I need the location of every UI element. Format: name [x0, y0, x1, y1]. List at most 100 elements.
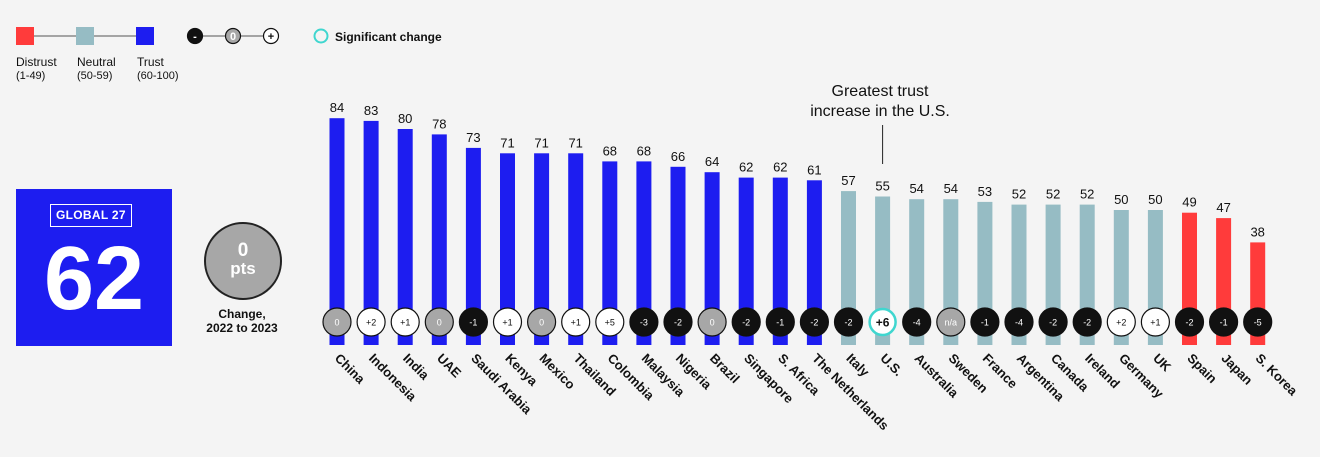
- bar-value-label: 68: [637, 143, 651, 158]
- change-label: -1: [776, 318, 784, 328]
- change-marker: [1106, 307, 1136, 337]
- chart-annotation: Greatest trust increase in the U.S.: [810, 83, 950, 120]
- legend-change-zero-circle: [224, 27, 242, 45]
- change-label: -2: [844, 318, 852, 328]
- category-label: Saudi Arabia: [468, 351, 535, 418]
- bar: [772, 177, 788, 345]
- bar-value-label: 78: [432, 116, 446, 131]
- bar: [704, 172, 720, 345]
- change-marker: [1072, 307, 1102, 337]
- bar: [397, 129, 413, 345]
- change-label: -3: [640, 318, 648, 328]
- legend-change-zero-label: 0: [230, 31, 236, 43]
- change-marker: [1174, 307, 1205, 337]
- category-label: U.S.: [877, 351, 905, 379]
- change-marker: [697, 307, 727, 337]
- bar: [534, 153, 550, 345]
- bar-value-label: 71: [568, 135, 582, 150]
- bar-value-label: 38: [1250, 224, 1264, 239]
- bar: [329, 118, 345, 345]
- change-label: -2: [742, 318, 750, 328]
- global-change-caption: Change, 2022 to 2023: [206, 307, 278, 335]
- global-change-circle: 0 pts: [204, 222, 282, 300]
- change-marker: [833, 307, 864, 337]
- change-marker: [458, 307, 488, 337]
- bar-value-label: 50: [1114, 192, 1128, 207]
- bar: [431, 134, 447, 345]
- change-label: -1: [469, 318, 477, 328]
- change-marker: [561, 307, 591, 337]
- global-change-unit: pts: [230, 259, 256, 278]
- change-label: -2: [1049, 318, 1057, 328]
- bar: [806, 180, 822, 345]
- legend-change-plus-label: +: [268, 31, 274, 43]
- bar-value-label: 62: [739, 160, 753, 175]
- category-label: UK: [1150, 351, 1174, 375]
- legend-change-minus-label: -: [193, 31, 197, 43]
- category-label: Spain: [1184, 351, 1220, 387]
- change-label: +5: [605, 318, 615, 328]
- global-value: 62: [43, 229, 145, 329]
- legend-neutral-label: Neutral: [77, 55, 116, 69]
- legend-trust-swatch: [136, 27, 154, 45]
- change-label: -2: [810, 318, 818, 328]
- legend-change-minus-circle: [186, 27, 204, 45]
- change-marker: [595, 307, 625, 337]
- bar-value-label: 52: [1046, 187, 1060, 202]
- bar-value-label: 52: [1012, 187, 1026, 202]
- bar: [465, 147, 481, 345]
- change-marker: [731, 307, 761, 337]
- legend-distrust-label: Distrust: [16, 55, 57, 69]
- bar: [568, 153, 584, 345]
- bar-value-label: 68: [603, 143, 617, 158]
- change-marker: [970, 307, 1000, 337]
- bar-value-label: 61: [807, 162, 821, 177]
- change-label: -2: [1185, 318, 1193, 328]
- change-marker: [765, 307, 795, 337]
- change-label: -2: [674, 318, 682, 328]
- bar-value-label: 47: [1216, 200, 1230, 215]
- bar: [875, 196, 891, 345]
- change-marker: [1004, 307, 1034, 337]
- change-marker: [356, 307, 386, 337]
- bar-value-label: 55: [875, 179, 889, 194]
- bar-value-label: 50: [1148, 192, 1162, 207]
- legend-distrust-swatch: [16, 27, 34, 45]
- category-label: Japan: [1218, 351, 1255, 388]
- category-label: Italy: [843, 351, 873, 381]
- change-marker: [1140, 307, 1171, 337]
- change-label: -2: [1083, 318, 1091, 328]
- global-index-box: GLOBAL 27 62: [16, 189, 172, 346]
- bar-value-label: 62: [773, 160, 787, 175]
- change-marker: [492, 307, 523, 337]
- change-marker: [1208, 307, 1239, 337]
- change-marker: [424, 307, 454, 337]
- change-label: +2: [366, 318, 376, 328]
- change-marker: [390, 307, 420, 337]
- legend-significant-change-label: Significant change: [335, 30, 442, 44]
- legend-trust-range: (60-100): [137, 70, 179, 82]
- bar-value-label: 66: [671, 149, 685, 164]
- bar: [363, 120, 379, 346]
- legend-significant-circle: [313, 28, 329, 44]
- change-marker: [526, 307, 557, 337]
- change-marker: [663, 307, 693, 337]
- change-label: 0: [334, 318, 339, 328]
- category-label: Mexico: [536, 351, 578, 393]
- bar: [670, 166, 686, 345]
- change-label: -1: [1220, 318, 1228, 328]
- legend-trust-label: Trust: [137, 55, 164, 69]
- bar-value-label: 73: [466, 130, 480, 145]
- global-tag: GLOBAL 27: [50, 204, 132, 227]
- change-label: +1: [400, 318, 410, 328]
- change-label: -1: [981, 318, 989, 328]
- change-label: +1: [571, 318, 581, 328]
- bar-value-label: 80: [398, 111, 412, 126]
- bar-value-label: 64: [705, 154, 719, 169]
- global-change-value: 0: [237, 240, 249, 261]
- legend-distrust-range: (1-49): [16, 70, 46, 82]
- legend-neutral-swatch: [76, 27, 94, 45]
- change-label: 0: [710, 318, 715, 328]
- change-label: -5: [1254, 318, 1262, 328]
- bar: [841, 191, 856, 345]
